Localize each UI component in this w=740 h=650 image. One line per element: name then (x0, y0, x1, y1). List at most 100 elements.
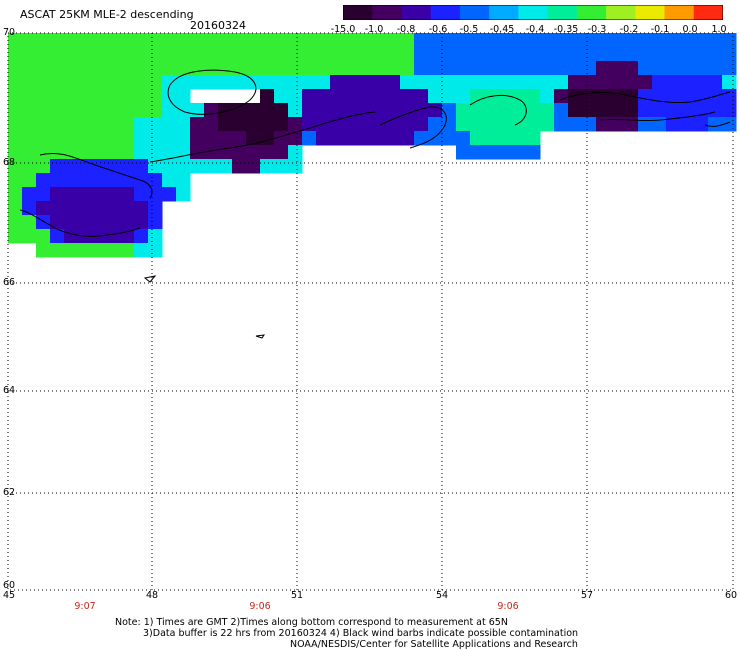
wind-cell (638, 89, 653, 104)
wind-cell (204, 145, 219, 160)
wind-cell (512, 145, 527, 160)
wind-cell (582, 89, 597, 104)
wind-cell (428, 131, 443, 146)
wind-cell (78, 201, 93, 216)
wind-cell (106, 229, 121, 244)
wind-cell (442, 33, 457, 48)
wind-cell (162, 61, 177, 76)
wind-cell (694, 61, 709, 76)
wind-cell (456, 103, 471, 118)
wind-cell (540, 61, 555, 76)
wind-cell (190, 47, 205, 62)
wind-cell (680, 61, 695, 76)
wind-cell (218, 103, 233, 118)
wind-cell (8, 61, 23, 76)
note-line-3: NOAA/NESDIS/Center for Satellite Applica… (290, 639, 578, 650)
wind-cell (694, 33, 709, 48)
coastline-segment (379, 106, 447, 149)
wind-cell (64, 89, 79, 104)
wind-cell (456, 117, 471, 132)
wind-cell (428, 103, 443, 118)
wind-cell (470, 47, 485, 62)
wind-cell (288, 159, 303, 174)
colorbar-tick: -0.6 (428, 24, 448, 35)
wind-cell (568, 75, 583, 90)
wind-cell (470, 117, 485, 132)
wind-cell (120, 75, 135, 90)
wind-cell (442, 103, 457, 118)
wind-cell (190, 61, 205, 76)
wind-cell (274, 159, 289, 174)
wind-cell (512, 61, 527, 76)
wind-cell (232, 33, 247, 48)
wind-cell (526, 117, 541, 132)
wind-cell (78, 215, 93, 230)
wind-cell (386, 47, 401, 62)
colorbar-tick: -0.4 (525, 24, 545, 35)
lat-label: 68 (3, 157, 16, 168)
wind-cell (512, 117, 527, 132)
wind-cell (148, 187, 163, 202)
wind-cell (50, 187, 65, 202)
coastline-segment (469, 94, 527, 126)
wind-cell (330, 47, 345, 62)
wind-cell (526, 47, 541, 62)
wind-cell (316, 131, 331, 146)
wind-cell (120, 187, 135, 202)
wind-cell (134, 243, 149, 258)
coastline-segment (143, 275, 157, 283)
wind-cell (176, 75, 191, 90)
wind-cell (78, 187, 93, 202)
wind-cell (274, 75, 289, 90)
wind-cell (526, 75, 541, 90)
wind-cell (610, 47, 625, 62)
wind-cell (554, 75, 569, 90)
wind-cell (624, 117, 639, 132)
wind-cell (428, 117, 443, 132)
colorbar-tick: -15.0 (330, 24, 356, 35)
wind-cell (288, 103, 303, 118)
wind-cell (358, 61, 373, 76)
wind-cell (64, 61, 79, 76)
wind-cell (526, 103, 541, 118)
wind-cell (372, 89, 387, 104)
wind-cell (246, 131, 261, 146)
wind-cell (358, 89, 373, 104)
wind-cell (64, 201, 79, 216)
wind-cell (288, 89, 303, 104)
wind-cell (204, 75, 219, 90)
wind-cell (610, 117, 625, 132)
wind-cell (148, 173, 163, 188)
wind-cell (428, 75, 443, 90)
wind-cell (540, 75, 555, 90)
colorbar-tick: -1.0 (364, 24, 384, 35)
wind-cell (610, 75, 625, 90)
wind-cell (176, 103, 191, 118)
wind-cell (330, 117, 345, 132)
wind-cell (274, 61, 289, 76)
wind-cell (316, 33, 331, 48)
wind-cell (78, 89, 93, 104)
wind-cell (22, 75, 37, 90)
wind-cell (484, 47, 499, 62)
wind-cell (456, 61, 471, 76)
wind-cell (638, 47, 653, 62)
wind-cell (624, 47, 639, 62)
wind-cell (8, 159, 23, 174)
wind-cell (8, 187, 23, 202)
wind-cell (162, 117, 177, 132)
wind-cell (666, 75, 681, 90)
wind-cell (50, 215, 65, 230)
wind-cell (456, 47, 471, 62)
wind-cell (22, 187, 37, 202)
wind-cell (722, 47, 737, 62)
wind-cell (204, 61, 219, 76)
wind-cell (120, 243, 135, 258)
wind-cell (288, 61, 303, 76)
wind-cell (232, 131, 247, 146)
wind-cell (134, 201, 149, 216)
wind-cell (176, 159, 191, 174)
wind-cell (596, 75, 611, 90)
wind-cell (526, 89, 541, 104)
wind-cell (722, 61, 737, 76)
